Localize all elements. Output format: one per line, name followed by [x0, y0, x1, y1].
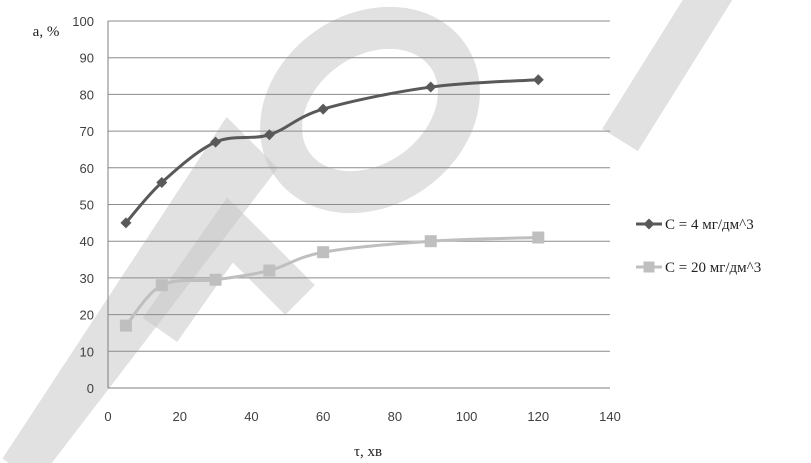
x-tick-label: 20: [172, 409, 186, 424]
y-tick-label: 90: [80, 51, 94, 66]
x-tick-label: 100: [456, 409, 478, 424]
series-2: [119, 231, 545, 332]
y-tick-label: 20: [80, 308, 94, 323]
x-tick-label: 0: [104, 409, 111, 424]
y-tick-label: 50: [80, 198, 94, 213]
data-point: [317, 246, 330, 259]
data-point: [210, 136, 222, 148]
data-point: [424, 235, 437, 248]
watermark: [2, 0, 733, 463]
x-tick-label: 120: [527, 409, 549, 424]
legend-label: C = 4 мг/дм^3: [665, 217, 754, 233]
x-axis-label: τ, хв: [354, 444, 382, 460]
legend-item: C = 4 мг/дм^3: [636, 217, 754, 233]
series-1: [120, 74, 544, 229]
data-point: [119, 319, 132, 332]
data-point: [425, 81, 437, 93]
x-tick-label: 60: [316, 409, 330, 424]
grid: [108, 20, 610, 352]
data-point: [209, 273, 222, 286]
data-point: [156, 176, 168, 188]
watermark-stroke: [602, 0, 733, 152]
legend: C = 4 мг/дм^3 C = 20 мг/дм^3: [636, 217, 761, 276]
y-tick-label: 30: [80, 271, 94, 286]
y-tick-label: 100: [72, 14, 94, 29]
y-tick-label: 60: [80, 161, 94, 176]
tick-labels: 0 10 20 30 40 50 60 70 80 90 100 0 20 40 60 80 100 120 140: [72, 14, 621, 424]
data-point: [532, 74, 544, 86]
legend-marker-diamond: [643, 218, 655, 230]
data-point: [263, 264, 276, 277]
axes: [107, 21, 610, 389]
series-group: [119, 74, 545, 332]
y-tick-label: 0: [87, 381, 94, 396]
data-point: [317, 103, 329, 115]
data-point: [263, 129, 275, 141]
legend-label: C = 20 мг/дм^3: [665, 260, 761, 276]
x-tick-label: 140: [599, 409, 621, 424]
watermark-stroke: [142, 197, 315, 343]
legend-item: C = 20 мг/дм^3: [636, 260, 761, 276]
y-axis-label: a, %: [33, 24, 60, 40]
y-tick-label: 70: [80, 124, 94, 139]
data-point: [532, 231, 545, 244]
x-tick-label: 40: [244, 409, 258, 424]
watermark-stroke: [260, 6, 480, 214]
y-tick-label: 80: [80, 87, 94, 102]
y-tick-label: 10: [80, 344, 94, 359]
y-tick-label: 40: [80, 234, 94, 249]
watermark-stroke: [2, 116, 278, 463]
data-point: [120, 217, 132, 229]
x-tick-label: 80: [388, 409, 402, 424]
data-point: [155, 279, 168, 292]
legend-marker-square: [643, 261, 655, 273]
